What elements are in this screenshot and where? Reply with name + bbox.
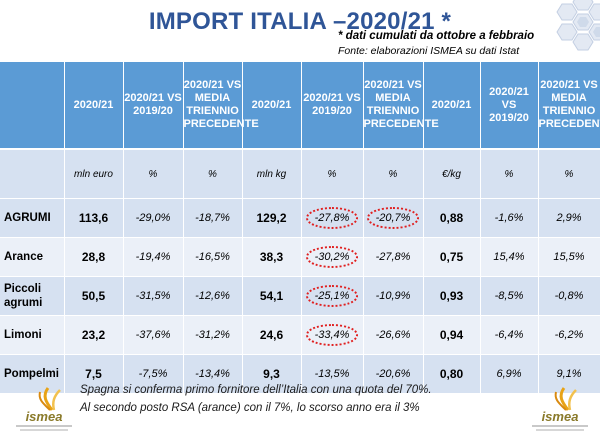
product-name: Pompelmi — [0, 354, 65, 394]
table-cell: -18,7% — [183, 198, 243, 238]
ismea-logo-text: ismea — [25, 409, 63, 424]
table-row: AGRUMI 113,6 -29,0% -18,7% 129,2 -27,8% -20,7%… — [0, 198, 600, 238]
table-cell: 113,6 — [64, 198, 124, 238]
table-cell: 54,1 — [242, 276, 302, 316]
table-cell: 23,2 — [64, 315, 124, 355]
table-cell: 50,5 — [64, 276, 124, 316]
column-header: 2020/21 VS 2019/20 — [480, 62, 539, 150]
table-cell: -13,5% — [301, 354, 364, 394]
table-cell: 15,4% — [480, 237, 539, 277]
unit-cell: % — [363, 149, 424, 199]
table-cell: -1,6% — [480, 198, 539, 238]
table-cell: 0,80 — [423, 354, 481, 394]
table-cell: 0,93 — [423, 276, 481, 316]
column-header: 2020/21 VS 2019/20 — [123, 62, 184, 150]
unit-cell — [0, 149, 65, 199]
table-cell: -6,2% — [538, 315, 600, 355]
column-header: 2020/21 VS MEDIA TRIENNIO PRECEDENTE — [538, 62, 600, 150]
table-row: Arance 28,8 -19,4% -16,5% 38,3 -30,2% -27,8% 0,… — [0, 237, 600, 277]
unit-cell: % — [123, 149, 184, 199]
table-cell: -19,4% — [123, 237, 184, 277]
table-cell: -29,0% — [123, 198, 184, 238]
table-cell: -20,6% — [363, 354, 424, 394]
table-cell: 2,9% — [538, 198, 600, 238]
table-cell: 129,2 — [242, 198, 302, 238]
import-table: 2020/21 2020/21 VS 2019/20 2020/21 VS MEDI… — [0, 62, 600, 394]
table-cell: 0,75 — [423, 237, 481, 277]
table-cell: -26,6% — [363, 315, 424, 355]
product-name: Arance — [0, 237, 65, 277]
table-cell: -0,8% — [538, 276, 600, 316]
column-header — [0, 62, 65, 150]
highlighted-value: -33,4% — [305, 324, 359, 346]
table-cell: 7,5 — [64, 354, 124, 394]
ismea-logo-text: ismea — [541, 409, 579, 424]
table-row: Piccoli agrumi 50,5 -31,5% -12,6% 54,1 -25,1%… — [0, 276, 600, 316]
column-header: 2020/21 — [242, 62, 302, 150]
table-cell: -12,6% — [183, 276, 243, 316]
highlighted-value: -20,7% — [366, 207, 420, 229]
page-title: IMPORT ITALIA –2020/21 * — [148, 8, 452, 35]
table-cell: 28,8 — [64, 237, 124, 277]
table-cell: -10,9% — [363, 276, 424, 316]
table-cell: -8,5% — [480, 276, 539, 316]
footnote-line-1: Spagna si conferma primo fornitore dell’… — [80, 384, 432, 396]
table-cell: 9,1% — [538, 354, 600, 394]
highlighted-value: -27,8% — [305, 207, 359, 229]
table-cell: -25,1% — [301, 276, 364, 316]
table-cell: -30,2% — [301, 237, 364, 277]
column-header: 2020/21 — [64, 62, 124, 150]
unit-cell: % — [301, 149, 364, 199]
unit-cell: % — [480, 149, 539, 199]
column-header: 2020/21 VS MEDIA TRIENNIO PRECEDENTE — [183, 62, 259, 150]
highlighted-value: -30,2% — [305, 246, 359, 268]
ismea-logo-icon — [38, 387, 61, 411]
table-cell: 6,9% — [480, 354, 539, 394]
units-row: mln euro%% mln kg%% €/kg%% — [0, 149, 600, 199]
table-cell: -13,4% — [183, 354, 243, 394]
table-row: Limoni 23,2 -37,6% -31,2% 24,6 -33,4% -26,6% 0,… — [0, 315, 600, 355]
product-name: Limoni — [0, 315, 65, 355]
table-cell: -20,7% — [363, 198, 424, 238]
footnote-line-2: Al secondo posto RSA (arance) con il 7%,… — [80, 402, 420, 414]
table-cell: 0,94 — [423, 315, 481, 355]
column-header: 2020/21 VS 2019/20 — [301, 62, 364, 150]
column-header: 2020/21 — [423, 62, 481, 150]
table-cell: -37,6% — [123, 315, 184, 355]
table-cell: -27,8% — [301, 198, 364, 238]
unit-cell: % — [183, 149, 243, 199]
column-header: 2020/21 VS MEDIA TRIENNIO PRECEDENTE — [363, 62, 439, 150]
hexagon-decoration-icon — [556, 0, 600, 51]
unit-cell: mln euro — [64, 149, 124, 199]
ismea-logo-left: ismea — [14, 386, 74, 436]
highlighted-value: -25,1% — [305, 285, 359, 307]
table-cell: -33,4% — [301, 315, 364, 355]
product-name: AGRUMI — [0, 198, 65, 238]
table-cell: -31,2% — [183, 315, 243, 355]
table-cell: -6,4% — [480, 315, 539, 355]
table-cell: 24,6 — [242, 315, 302, 355]
table-cell: -7,5% — [123, 354, 184, 394]
unit-cell: mln kg — [242, 149, 302, 199]
table-cell: -27,8% — [363, 237, 424, 277]
ismea-logo-icon — [554, 387, 577, 411]
unit-cell: % — [538, 149, 600, 199]
header-row: 2020/21 2020/21 VS 2019/20 2020/21 VS MEDI… — [0, 62, 600, 150]
table-cell: 15,5% — [538, 237, 600, 277]
product-name: Piccoli agrumi — [0, 276, 65, 316]
period-note: * dati cumulati da ottobre a febbraio — [338, 30, 535, 42]
table-cell: 38,3 — [242, 237, 302, 277]
source-note: Fonte: elaborazioni ISMEA su dati Istat — [338, 45, 520, 57]
ismea-logo-right: ismea — [530, 386, 590, 436]
table-row: Pompelmi 7,5 -7,5% -13,4% 9,3 -13,5% -20,6% 0,8… — [0, 354, 600, 394]
table-cell: 9,3 — [242, 354, 302, 394]
table-cell: -16,5% — [183, 237, 243, 277]
unit-cell: €/kg — [423, 149, 481, 199]
table-cell: -31,5% — [123, 276, 184, 316]
table-cell: 0,88 — [423, 198, 481, 238]
